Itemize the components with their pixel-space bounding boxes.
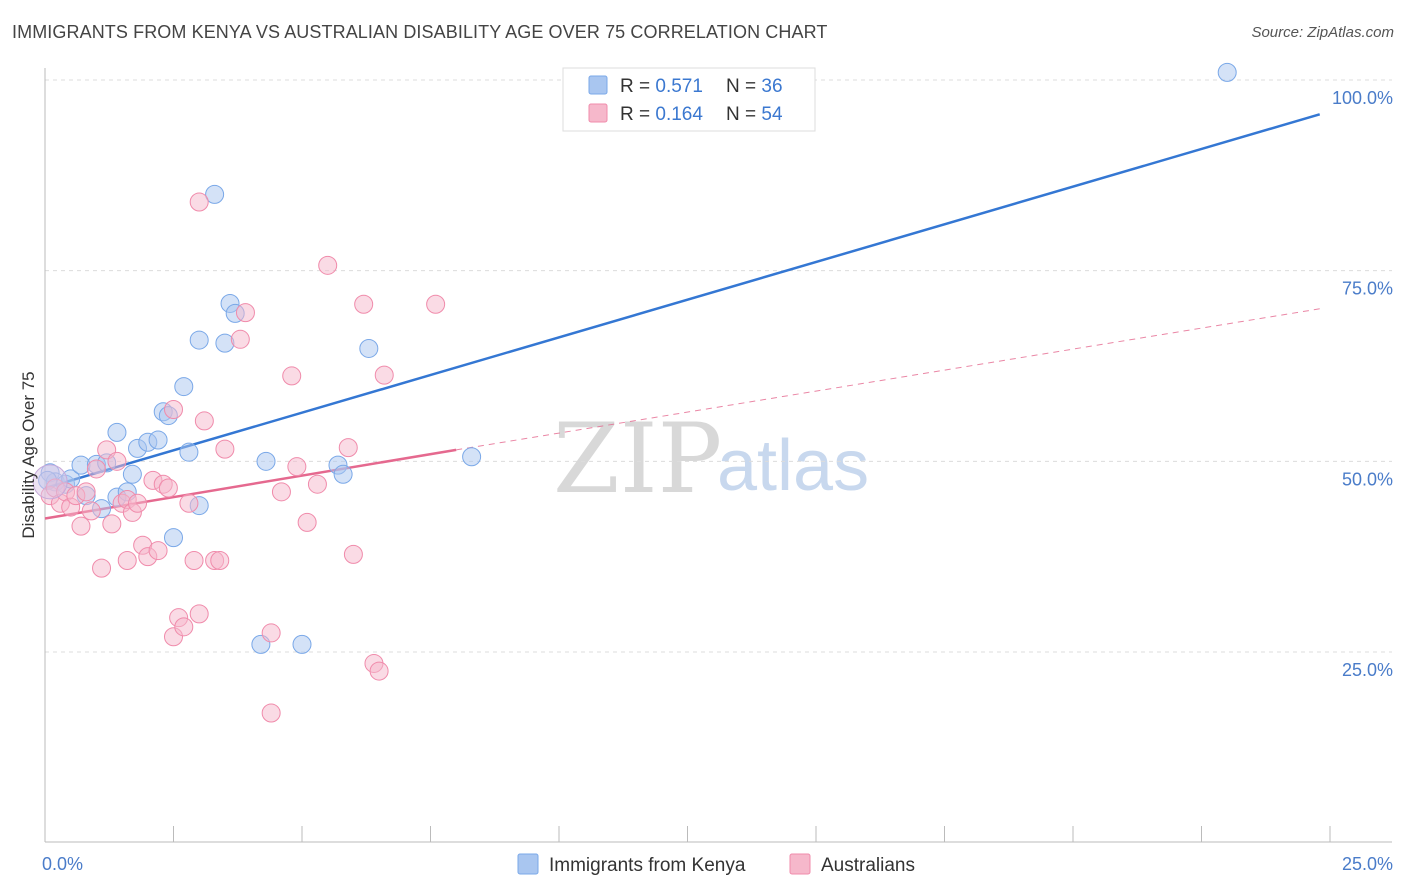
legend: R = 0.571 N = 36 R = 0.164 N = 54 [562, 67, 816, 132]
australians-point [338, 438, 358, 458]
kenya-point [189, 330, 209, 350]
australians-point [117, 550, 137, 570]
bottom-legend-swatch-australians [789, 853, 811, 875]
australians-point [369, 661, 389, 681]
legend-r-value: 0.571 [655, 76, 703, 97]
x-tick-label: 0.0% [42, 854, 83, 874]
kenya-point [205, 184, 225, 204]
svg-text:N = 36: N = 36 [726, 76, 783, 97]
bottom-legend: Immigrants from Kenya Australians [517, 853, 915, 876]
australians-point [71, 516, 91, 536]
watermark-atlas: atlas [717, 426, 869, 506]
australians-point [164, 399, 183, 419]
australians-point [261, 703, 281, 723]
kenya-point [292, 634, 312, 654]
bottom-legend-label-kenya: Immigrants from Kenya [549, 855, 746, 876]
australians-point [354, 294, 374, 314]
data-points [32, 62, 1237, 723]
australians-point [148, 541, 168, 561]
trend-line-extension [456, 308, 1320, 451]
kenya-point [174, 377, 194, 397]
svg-text:R = 0.571: R = 0.571 [620, 76, 703, 97]
kenya-point [179, 442, 199, 462]
y-tick-label: 25.0% [1342, 660, 1393, 680]
kenya-point [256, 451, 276, 471]
legend-r-value: 0.164 [655, 104, 703, 125]
legend-swatch-australians [588, 103, 608, 123]
axes [44, 68, 1392, 843]
australians-point [318, 255, 338, 275]
legend-n-value: 36 [761, 76, 782, 97]
x-tick-label: 25.0% [1342, 854, 1393, 874]
source-label: Source: ZipAtlas.com [1251, 24, 1394, 41]
australians-point [374, 365, 394, 385]
australians-point [307, 474, 327, 494]
kenya-point [164, 528, 183, 548]
australians-point [107, 451, 127, 471]
australians-point [76, 482, 96, 502]
legend-n-value: 54 [761, 104, 783, 125]
australians-point [86, 459, 106, 479]
tick-labels: 25.0% 50.0% 75.0% 100.0% 0.0% 25.0% [42, 88, 1393, 874]
australians-point [81, 501, 101, 521]
australians-point [287, 457, 307, 477]
legend-r-label: R = [620, 76, 655, 97]
kenya-point [333, 464, 353, 484]
australians-point [297, 512, 317, 532]
y-tick-label: 50.0% [1342, 469, 1393, 489]
australians-point [189, 192, 209, 212]
cluster-bubble [32, 464, 68, 500]
australians-point [184, 550, 204, 570]
australians-point [158, 478, 178, 498]
australians-point [189, 604, 209, 624]
australians-point [215, 439, 235, 459]
legend-r-label: R = [620, 104, 655, 125]
svg-text:R = 0.164: R = 0.164 [620, 104, 703, 125]
chart-title: IMMIGRANTS FROM KENYA VS AUSTRALIAN DISA… [12, 22, 828, 42]
kenya-point [122, 464, 142, 484]
kenya-point [148, 430, 168, 450]
svg-text:N = 54: N = 54 [726, 104, 783, 125]
legend-n-label: N = [726, 76, 761, 97]
australians-point [179, 493, 199, 513]
australians-point [235, 303, 255, 323]
kenya-point [107, 422, 127, 442]
australians-point [282, 366, 302, 386]
australians-point [174, 617, 194, 637]
legend-n-label: N = [726, 104, 761, 125]
bottom-legend-label-australians: Australians [821, 855, 915, 876]
kenya-point [359, 338, 379, 358]
australians-point [271, 482, 291, 502]
y-axis-title: Disability Age Over 75 [19, 371, 38, 538]
kenya-point [462, 447, 482, 467]
australians-point [92, 558, 112, 578]
y-tick-label: 100.0% [1332, 88, 1393, 108]
australians-point [102, 514, 122, 534]
grid-lines [45, 79, 1392, 653]
watermark-zip: ZIP [553, 403, 722, 515]
bottom-legend-swatch-kenya [517, 853, 539, 875]
australians-point [261, 623, 281, 643]
australians-point [194, 411, 214, 431]
australians-point [210, 550, 230, 570]
y-tick-label: 75.0% [1342, 279, 1393, 299]
kenya-point [1217, 62, 1237, 82]
legend-swatch-kenya [588, 75, 608, 95]
trend-line-kenya [44, 113, 1321, 490]
australians-point [230, 329, 250, 349]
australians-point [128, 493, 148, 513]
australians-point [343, 544, 363, 564]
australians-point [426, 294, 446, 314]
